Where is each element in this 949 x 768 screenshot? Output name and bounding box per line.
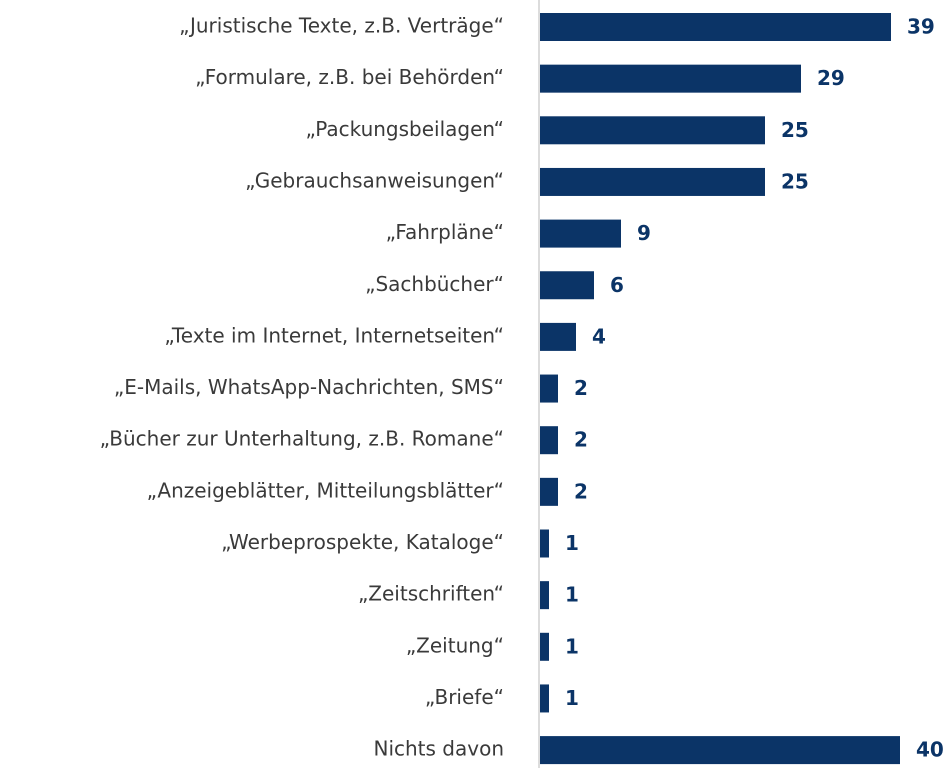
bar — [540, 426, 558, 455]
value-label: 25 — [781, 169, 809, 193]
bar — [540, 529, 549, 558]
category-label: „Zeitschriften“ — [358, 582, 504, 606]
bar — [540, 736, 900, 765]
value-label: 40 — [916, 738, 944, 762]
value-label: 25 — [781, 118, 809, 142]
category-label: „Bücher zur Unterhaltung, z.B. Romane“ — [100, 427, 504, 451]
bar — [540, 64, 801, 93]
value-label: 9 — [637, 221, 651, 245]
category-label: „Briefe“ — [425, 685, 504, 709]
value-label: 2 — [574, 479, 588, 503]
bar — [540, 219, 621, 248]
value-label: 2 — [574, 376, 588, 400]
category-label: „E-Mails, WhatsApp-Nachrichten, SMS“ — [114, 375, 504, 399]
category-label: „Gebrauchsanweisungen“ — [245, 168, 504, 192]
category-label: „Anzeigeblätter, Mitteilungsblätter“ — [147, 478, 504, 502]
category-label: Nichts davon — [373, 737, 504, 761]
category-label: „Sachbücher“ — [365, 272, 504, 296]
category-label: „Texte im Internet, Internetseiten“ — [164, 323, 504, 347]
value-label: 1 — [565, 634, 579, 658]
value-label: 1 — [565, 531, 579, 555]
category-label: „Fahrpläne“ — [386, 220, 504, 244]
value-label: 29 — [817, 66, 845, 90]
value-label: 1 — [565, 686, 579, 710]
bar — [540, 271, 594, 300]
value-label: 4 — [592, 324, 606, 348]
value-label: 39 — [907, 15, 935, 39]
bar — [540, 167, 765, 196]
bar — [540, 13, 891, 41]
value-label: 6 — [610, 273, 624, 297]
bar — [540, 581, 549, 610]
value-label: 1 — [565, 583, 579, 607]
bar — [540, 374, 558, 403]
category-label: „Zeitung“ — [406, 633, 504, 657]
category-label: „Packungsbeilagen“ — [306, 117, 504, 141]
value-label: 2 — [574, 428, 588, 452]
bar — [540, 477, 558, 506]
category-label: „Werbeprospekte, Kataloge“ — [221, 530, 504, 554]
category-label: „Juristische Texte, z.B. Verträge“ — [179, 14, 504, 38]
bar — [540, 632, 549, 661]
bar — [540, 116, 765, 145]
bar — [540, 322, 576, 351]
category-label: „Formulare, z.B. bei Behörden“ — [195, 65, 504, 89]
bar — [540, 684, 549, 713]
